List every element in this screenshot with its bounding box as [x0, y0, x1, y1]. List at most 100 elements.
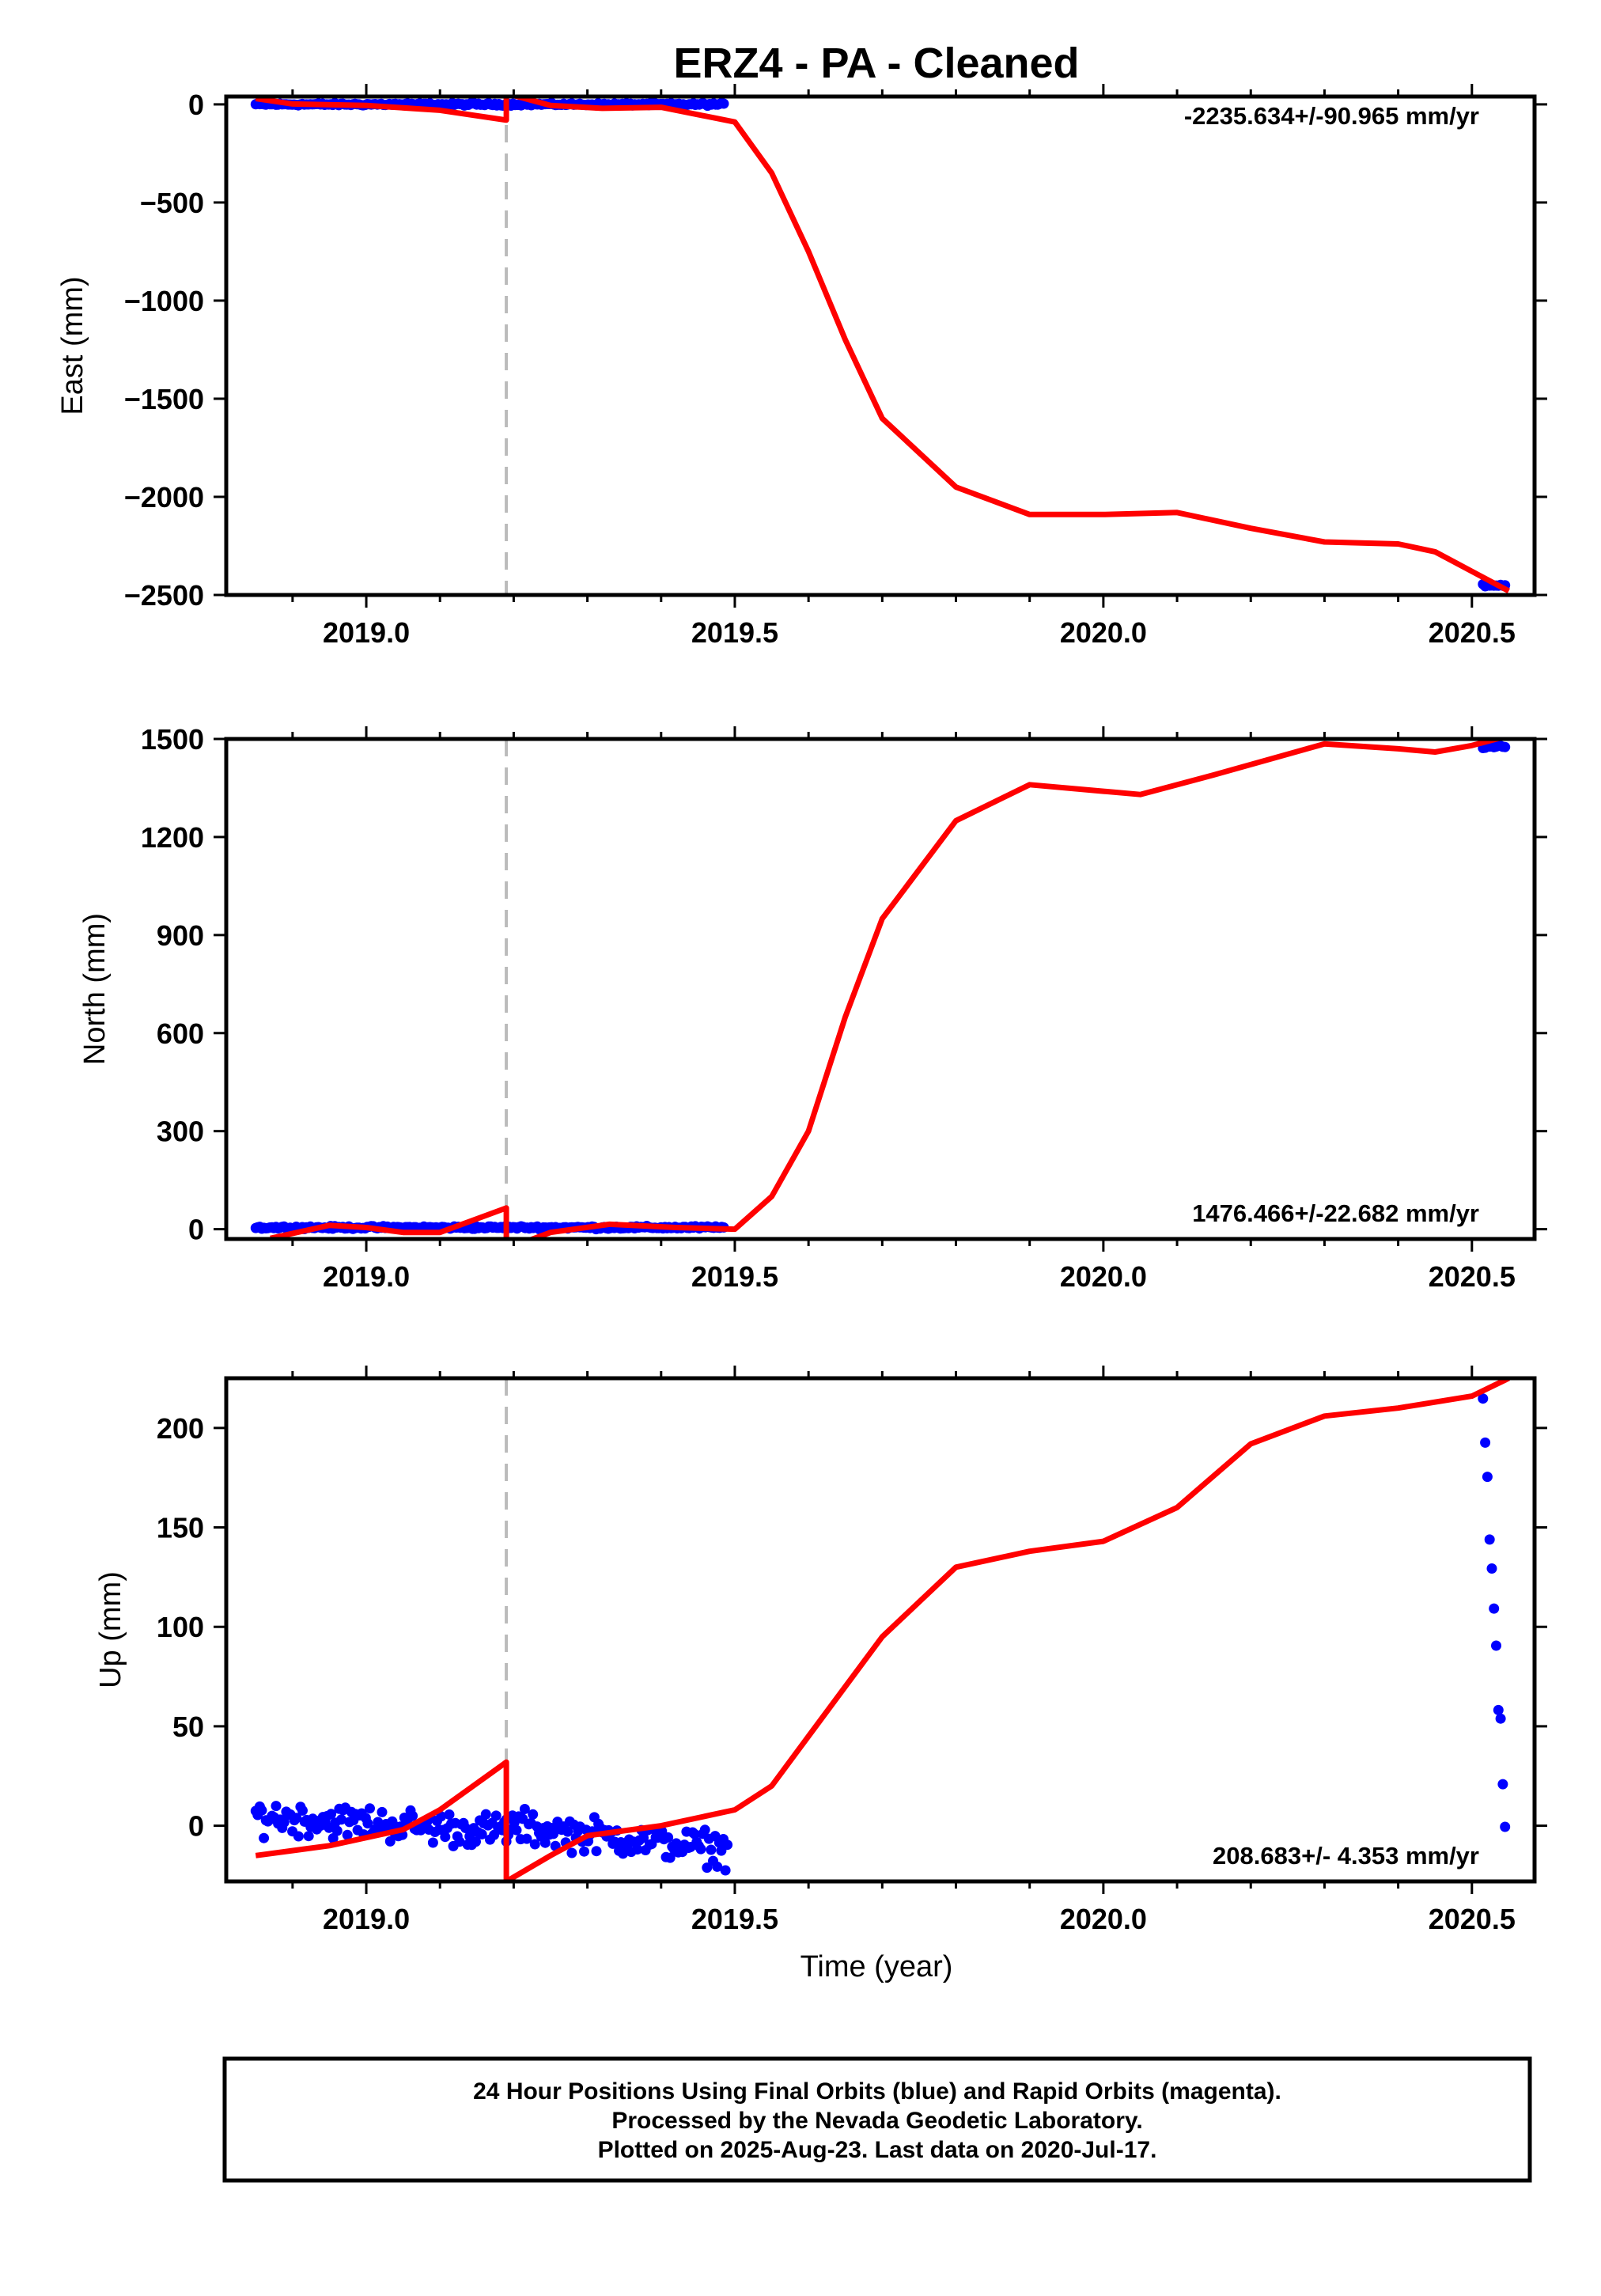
- up-x-tick-label: 2019.5: [691, 1903, 778, 1935]
- up-data-point: [384, 1836, 396, 1847]
- up-data-point: [365, 1803, 375, 1814]
- east-x-tick-label: 2019.5: [691, 616, 778, 649]
- up-data-point: [1493, 1704, 1504, 1715]
- up-data-point: [702, 1862, 713, 1874]
- north-x-tick-label: 2020.0: [1060, 1260, 1147, 1293]
- north-y-axis-label: North (mm): [78, 913, 112, 1065]
- up-data-point: [476, 1828, 487, 1839]
- up-data-point: [454, 1836, 465, 1847]
- footer-line-3: Plotted on 2025-Aug-23. Last data on 202…: [598, 2137, 1157, 2163]
- north-y-tick-label: 900: [157, 919, 204, 952]
- up-data-point: [539, 1837, 551, 1848]
- footer-line-1: 24 Hour Positions Using Final Orbits (bl…: [473, 2078, 1281, 2105]
- panel-north: 2019.0 2019.5 2020.0 2020.5 0 300 600 900 1200 15…: [78, 723, 1547, 1293]
- up-y-axis-label: Up (mm): [94, 1571, 127, 1688]
- up-data-point: [548, 1828, 559, 1839]
- up-data-points: [250, 1393, 1511, 1876]
- up-data-point: [436, 1811, 447, 1822]
- east-data-point: [718, 98, 729, 109]
- up-data-point: [695, 1843, 706, 1855]
- up-data-point: [427, 1837, 438, 1848]
- north-x-tick-label: 2019.0: [323, 1260, 410, 1293]
- east-x-tick-label: 2020.5: [1429, 616, 1516, 649]
- north-y-tick-label: 1200: [141, 821, 204, 854]
- east-y-tick-label: −1000: [124, 285, 204, 317]
- up-data-point: [562, 1826, 573, 1837]
- up-y-tick-label: 150: [157, 1512, 204, 1544]
- up-data-point: [303, 1831, 314, 1842]
- north-rate-label: 1476.466+/-22.682 mm/yr: [1192, 1199, 1479, 1227]
- up-data-point: [297, 1805, 308, 1816]
- north-plot-area: 2019.0 2019.5 2020.0 2020.5 0 300 600 900 1200 15…: [141, 723, 1547, 1293]
- up-data-point: [1478, 1393, 1489, 1404]
- up-frame: [224, 1376, 1537, 1884]
- north-y-tick-label: 1500: [141, 723, 204, 756]
- up-x-tick-label: 2020.5: [1429, 1903, 1516, 1935]
- up-data-point: [722, 1839, 733, 1851]
- up-data-point: [1495, 1713, 1506, 1724]
- up-data-point: [699, 1824, 710, 1836]
- up-data-point: [342, 1829, 353, 1840]
- up-data-point: [1497, 1779, 1508, 1790]
- panel-east: 2019.0 2019.5 2020.0 2020.5 0 −500 −1000 −1500 −…: [56, 84, 1547, 649]
- up-x-tick-label: 2020.0: [1060, 1903, 1147, 1935]
- east-y-tick-label: −2500: [124, 579, 204, 612]
- up-data-point: [632, 1844, 643, 1855]
- east-y-tick-label: −1500: [124, 383, 204, 415]
- up-data-point: [1491, 1640, 1501, 1651]
- up-data-point: [1489, 1603, 1500, 1614]
- north-y-tick-label: 300: [157, 1116, 204, 1148]
- north-x-tick-label: 2019.5: [691, 1260, 778, 1293]
- up-data-point: [579, 1846, 589, 1857]
- up-data-point: [638, 1832, 649, 1843]
- up-data-point: [720, 1865, 731, 1876]
- up-data-point: [256, 1805, 267, 1816]
- up-data-point: [362, 1818, 373, 1829]
- up-data-point: [271, 1801, 282, 1812]
- panel-up: 2019.0 2019.5 2020.0 2020.5 0 50 100 150 200 208…: [94, 1366, 1547, 1983]
- up-data-point: [259, 1832, 270, 1843]
- east-y-tick-label: −2000: [124, 481, 204, 513]
- x-axis-label: Time (year): [800, 1950, 953, 1983]
- east-x-tick-label: 2020.0: [1060, 616, 1147, 649]
- up-data-point: [1480, 1437, 1491, 1448]
- up-data-point: [1482, 1472, 1493, 1483]
- up-y-tick-label: 200: [157, 1412, 204, 1445]
- north-data-points: [250, 740, 1511, 1235]
- up-data-point: [706, 1844, 717, 1855]
- up-data-point: [1486, 1563, 1497, 1574]
- north-x-tick-label: 2020.5: [1429, 1260, 1516, 1293]
- up-rate-label: 208.683+/- 4.353 mm/yr: [1213, 1842, 1479, 1870]
- up-data-point: [480, 1809, 491, 1820]
- up-data-point: [440, 1832, 451, 1843]
- up-fit-line: [255, 1378, 1510, 1881]
- up-data-point: [407, 1810, 418, 1821]
- east-plot-area: 2019.0 2019.5 2020.0 2020.5 0 −500 −1000 −1500 −…: [124, 84, 1547, 649]
- east-rate-label: -2235.634+/-90.965 mm/yr: [1184, 102, 1479, 130]
- up-data-point: [591, 1846, 602, 1857]
- up-data-point: [689, 1828, 700, 1839]
- up-data-point: [511, 1824, 522, 1836]
- up-data-point: [471, 1836, 481, 1847]
- footer-box: 24 Hour Positions Using Final Orbits (bl…: [222, 2056, 1532, 2183]
- figure-title: ERZ4 - PA - Cleaned: [673, 40, 1079, 87]
- up-data-point: [327, 1833, 339, 1843]
- up-data-point: [664, 1852, 676, 1863]
- up-data-point: [331, 1825, 343, 1836]
- footer-frame: [222, 2056, 1532, 2183]
- north-fit-line: [270, 739, 1508, 1239]
- up-data-point: [566, 1847, 577, 1858]
- up-data-point: [712, 1861, 723, 1872]
- north-y-tick-label: 0: [188, 1214, 204, 1246]
- up-data-point: [519, 1804, 530, 1814]
- up-x-tick-label: 2019.0: [323, 1903, 410, 1935]
- up-data-point: [291, 1813, 302, 1824]
- east-fit-line: [255, 97, 1511, 594]
- north-data-point: [1500, 741, 1511, 752]
- up-data-point: [278, 1817, 290, 1828]
- up-data-point: [444, 1809, 455, 1820]
- up-plot-area: 2019.0 2019.5 2020.0 2020.5 0 50 100 150 200: [157, 1366, 1547, 1935]
- up-data-point: [460, 1823, 471, 1833]
- up-data-point: [326, 1809, 337, 1820]
